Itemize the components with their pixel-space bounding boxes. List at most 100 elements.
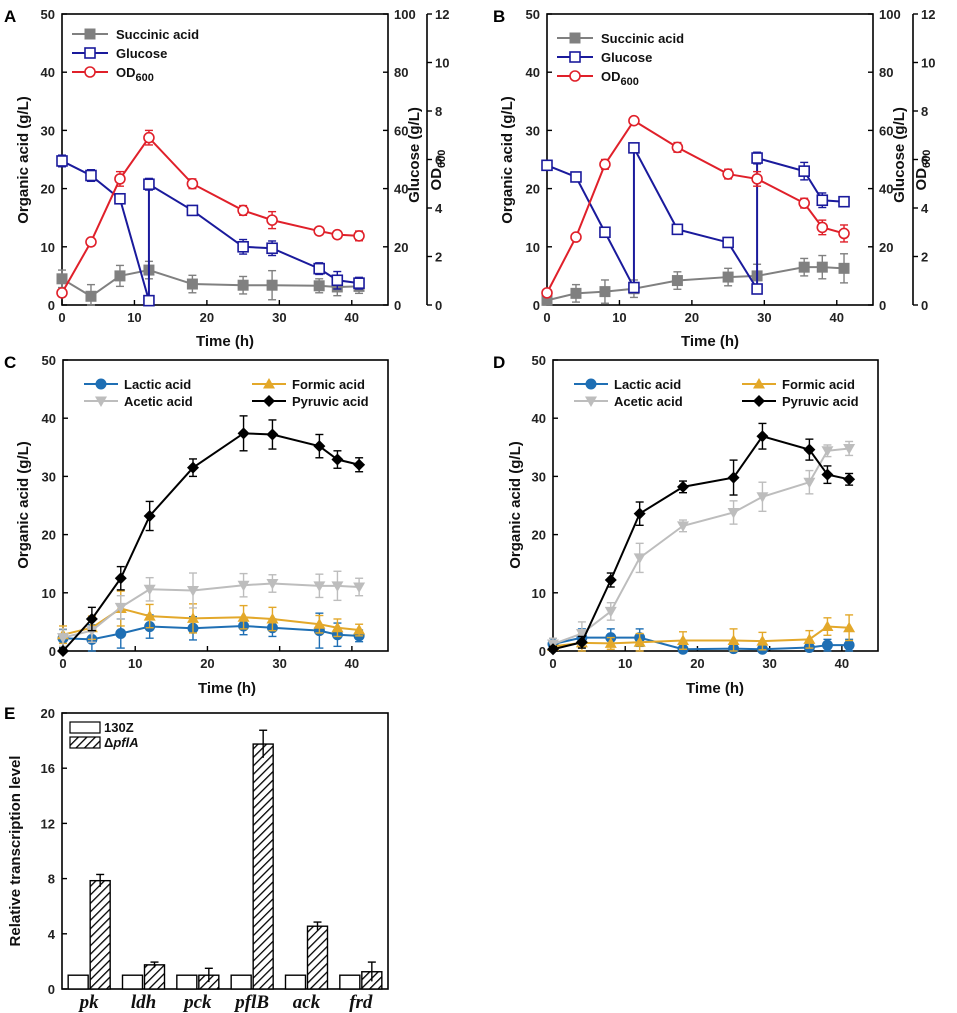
panel-e: E 0 4 8 12 16 20 Relative transcription level pk… (4, 704, 389, 1013)
data-point (599, 286, 611, 298)
y3-tick-label: 6 (435, 153, 442, 168)
y3-tick-label: 10 (435, 56, 449, 71)
y-tick-label: 12 (41, 816, 55, 831)
bar-pck-wild-type (176, 974, 198, 990)
y2-tick-label: 80 (394, 65, 408, 80)
bar-ldh-wild-type (121, 974, 144, 990)
x-axis-label: Time (h) (681, 333, 739, 350)
data-point (821, 468, 834, 481)
y-tick-label: 10 (526, 240, 540, 255)
data-point (115, 628, 127, 640)
y-tick-label: 10 (532, 586, 546, 601)
x-tick-label: 10 (612, 310, 626, 325)
legend-label: Pyruvic acid (292, 394, 369, 409)
y-tick-label: 40 (41, 65, 55, 80)
legend-label: Lactic acid (124, 377, 191, 392)
series-line (552, 636, 850, 651)
legend-label-sub: pflA (112, 735, 138, 750)
data-point (313, 440, 326, 453)
y2-tick-label: 20 (879, 240, 893, 255)
data-point (114, 173, 126, 185)
legend-label-main: Δ (104, 735, 113, 750)
data-point (541, 159, 553, 172)
data-point (57, 645, 69, 657)
panel-letter: D (493, 353, 505, 372)
data-point (843, 443, 856, 455)
x-tick-label: 40 (830, 310, 844, 325)
data-point (237, 279, 249, 291)
x-axis-label: Time (h) (198, 680, 256, 697)
data-point (798, 165, 810, 177)
x-tick-label: 0 (58, 310, 65, 325)
data-point (677, 521, 689, 532)
data-point (353, 277, 365, 289)
y-tick-label: 0 (49, 644, 56, 659)
x-tick-label: 30 (757, 310, 771, 325)
bar-ldh-mutant (143, 964, 166, 990)
y3-axis-label-sub: 600 (921, 150, 933, 168)
x-axis-label: Time (h) (196, 333, 254, 350)
legend-label: Formic acid (292, 377, 365, 392)
data-point (266, 214, 278, 226)
data-point (604, 637, 617, 648)
y3-tick-label: 8 (435, 104, 442, 119)
data-point (843, 473, 856, 486)
data-point (722, 168, 734, 180)
data-point (756, 635, 769, 646)
panel-letter: B (493, 7, 505, 26)
x-tick-label: 30 (762, 656, 776, 671)
x-tick-label: 0 (543, 310, 550, 325)
legend-marker (95, 396, 107, 407)
legend-label-main: OD (601, 69, 621, 84)
x-tick-label: 10 (127, 310, 141, 325)
data-point (541, 287, 553, 299)
data-point (803, 633, 816, 644)
legend-marker (84, 28, 96, 40)
data-point (143, 610, 156, 621)
y-tick-label: 0 (539, 644, 546, 659)
series-od600 (56, 129, 365, 299)
data-point (756, 492, 769, 503)
data-point (633, 507, 646, 520)
plot-frame (62, 359, 389, 652)
y2-tick-label: 100 (394, 7, 416, 22)
legend-label: Glucose (116, 46, 167, 61)
category-label: pflB (233, 992, 269, 1013)
data-point (353, 582, 366, 593)
y-axis-label: Organic acid (g/L) (499, 96, 516, 224)
y-tick-label: 20 (41, 182, 55, 197)
y-tick-label: 30 (42, 469, 56, 484)
series-line (552, 625, 850, 648)
series-line (546, 119, 845, 294)
bar-ack-wild-type (284, 974, 307, 990)
data-point (677, 480, 689, 493)
data-point (186, 278, 198, 290)
y-tick-label: 0 (48, 298, 55, 313)
data-point (727, 634, 740, 646)
series-line (552, 435, 850, 651)
y3-tick-label: 4 (921, 201, 929, 216)
series-pyruvic-acid (547, 422, 856, 656)
data-point (816, 221, 829, 234)
x-tick-label: 10 (128, 656, 142, 671)
y-tick-label: 10 (41, 240, 55, 255)
x-tick-label: 30 (272, 310, 286, 325)
data-point (604, 573, 617, 586)
x-tick-label: 20 (200, 656, 214, 671)
data-point (114, 602, 127, 614)
y-tick-label: 10 (42, 586, 56, 601)
data-point (313, 280, 325, 292)
legend-label-sub: 600 (136, 72, 154, 84)
plot-frame (61, 13, 389, 306)
legend-marker (585, 378, 597, 390)
data-point (143, 178, 155, 191)
data-point (353, 230, 365, 242)
y-tick-label: 50 (532, 353, 546, 368)
legend: Lactic acid Formic acid Acetic acid Pyruvic… (574, 377, 859, 409)
data-point (85, 236, 97, 248)
data-point (331, 274, 344, 287)
bar-frd-wild-type (339, 974, 361, 990)
data-point (843, 639, 855, 651)
legend-marker (263, 395, 275, 407)
